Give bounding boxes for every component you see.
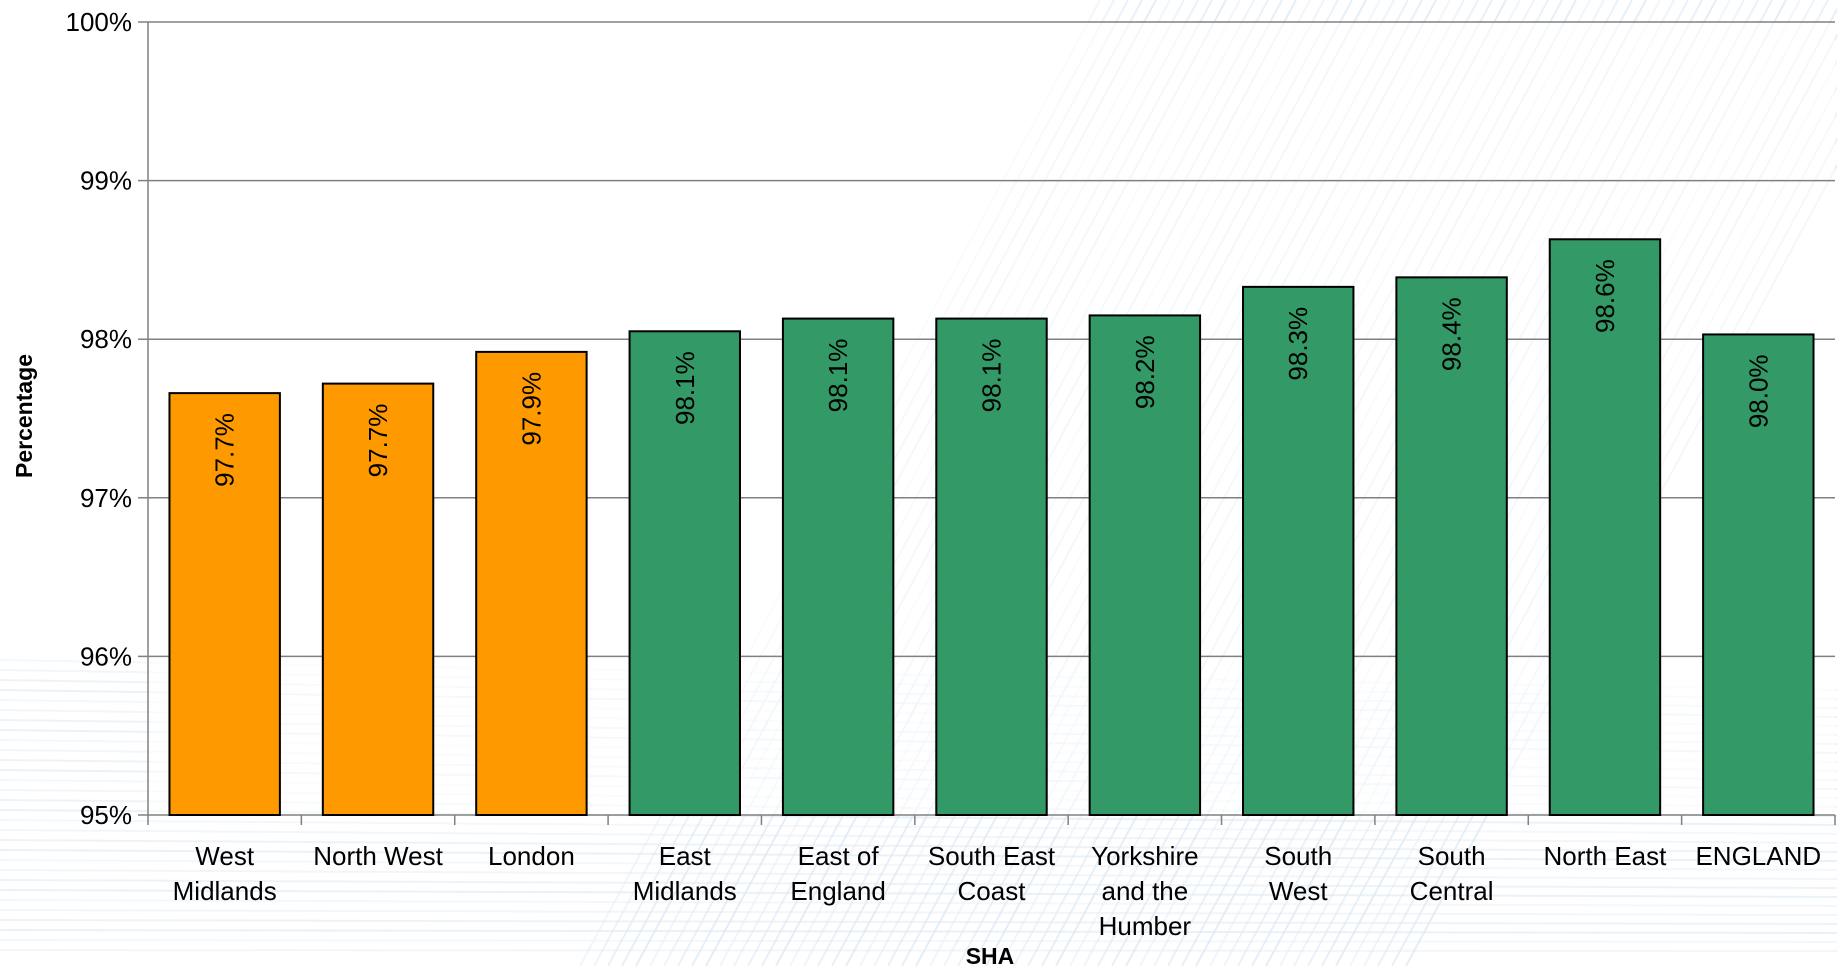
x-category-label-line: West <box>195 841 255 871</box>
bar-data-label: 97.7% <box>363 404 393 478</box>
bar-data-label: 98.1% <box>670 351 700 425</box>
y-tick-label: 99% <box>80 166 132 196</box>
x-category-label-line: ENGLAND <box>1695 841 1821 871</box>
y-axis-title: Percentage <box>11 354 37 478</box>
deco-streak <box>0 909 1837 916</box>
bar <box>628 330 741 816</box>
x-category-label-line: East <box>659 841 712 871</box>
deco-streak <box>0 879 1837 889</box>
bar <box>321 382 435 816</box>
deco-streak <box>0 869 1837 880</box>
bar <box>168 392 281 816</box>
bar <box>1242 285 1355 816</box>
x-category-label-line: West <box>1269 876 1329 906</box>
x-category-label-line: South <box>1418 841 1486 871</box>
x-category-label: South Central <box>1410 841 1494 906</box>
bar-data-label: 97.9% <box>516 372 546 446</box>
x-category-label: South East Coast <box>928 841 1056 906</box>
bar-data-label: 98.6% <box>1590 259 1620 333</box>
x-category-label: South West <box>1264 841 1332 906</box>
x-category-label: ENGLAND <box>1695 841 1821 871</box>
deco-streak <box>0 899 1837 907</box>
deco-streak <box>0 859 1837 871</box>
deco-streak <box>0 819 1837 835</box>
x-category-label-line: North West <box>313 841 443 871</box>
y-tick-labels: 95% 96% 97% 98% 99% 100% <box>66 7 133 830</box>
deco-streak <box>0 939 1837 943</box>
bar <box>935 317 1048 816</box>
x-category-label: East of England <box>790 841 885 906</box>
bar <box>1548 238 1662 817</box>
bar-data-label: 98.1% <box>977 339 1007 413</box>
bar <box>1088 314 1202 816</box>
bar-data-label: 98.4% <box>1437 297 1467 371</box>
y-tick-label: 97% <box>80 483 132 513</box>
x-category-label-line: England <box>790 876 885 906</box>
x-category-label: North East <box>1544 841 1668 871</box>
deco-streak <box>0 849 1837 862</box>
bar <box>781 317 895 816</box>
y-tick-label: 100% <box>66 7 133 37</box>
x-category-label-line: East of <box>798 841 880 871</box>
bar <box>475 350 588 816</box>
bar-data-label: 98.0% <box>1743 354 1773 428</box>
x-category-label-line: South <box>1264 841 1332 871</box>
bar <box>1702 333 1815 816</box>
bars: 97.7% 97.7% 97.9% 98.1% 98.1% 98.1% 98.2% 98.3%… <box>168 238 1815 817</box>
y-tick-label: 95% <box>80 800 132 830</box>
x-category-label-line: and the <box>1101 876 1188 906</box>
x-category-label: West Midlands <box>173 841 277 906</box>
bar <box>1395 276 1508 816</box>
x-category-label-line: South East <box>928 841 1056 871</box>
deco-streak <box>0 929 1837 934</box>
x-category-label: East Midlands <box>633 841 737 906</box>
x-category-label-line: Yorkshire <box>1091 841 1198 871</box>
deco-streak <box>0 919 1837 925</box>
x-category-label-line: Central <box>1410 876 1494 906</box>
deco-streak <box>0 829 1837 844</box>
x-category-label-line: Coast <box>958 876 1027 906</box>
x-category-label-line: North East <box>1544 841 1668 871</box>
bar-data-label: 98.1% <box>823 339 853 413</box>
x-category-label-line: London <box>488 841 575 871</box>
x-category-label-line: Humber <box>1099 911 1192 941</box>
x-category-label: London <box>488 841 575 871</box>
bar-data-label: 98.2% <box>1130 335 1160 409</box>
deco-streak <box>0 949 1837 952</box>
bar-data-label: 97.7% <box>210 413 240 487</box>
y-tick-label: 98% <box>80 324 132 354</box>
x-category-label-line: Midlands <box>633 876 737 906</box>
x-category-label-line: Midlands <box>173 876 277 906</box>
x-category-labels: West Midlands North West London East Midlands… <box>173 841 1822 941</box>
x-category-label: North West <box>313 841 443 871</box>
x-category-label: Yorkshire and the Humber <box>1091 841 1198 941</box>
y-tick-label: 96% <box>80 641 132 671</box>
deco-streak <box>0 889 1837 898</box>
bar-data-label: 98.3% <box>1283 307 1313 381</box>
deco-streak <box>0 839 1837 853</box>
x-axis-title: SHA <box>966 943 1015 966</box>
